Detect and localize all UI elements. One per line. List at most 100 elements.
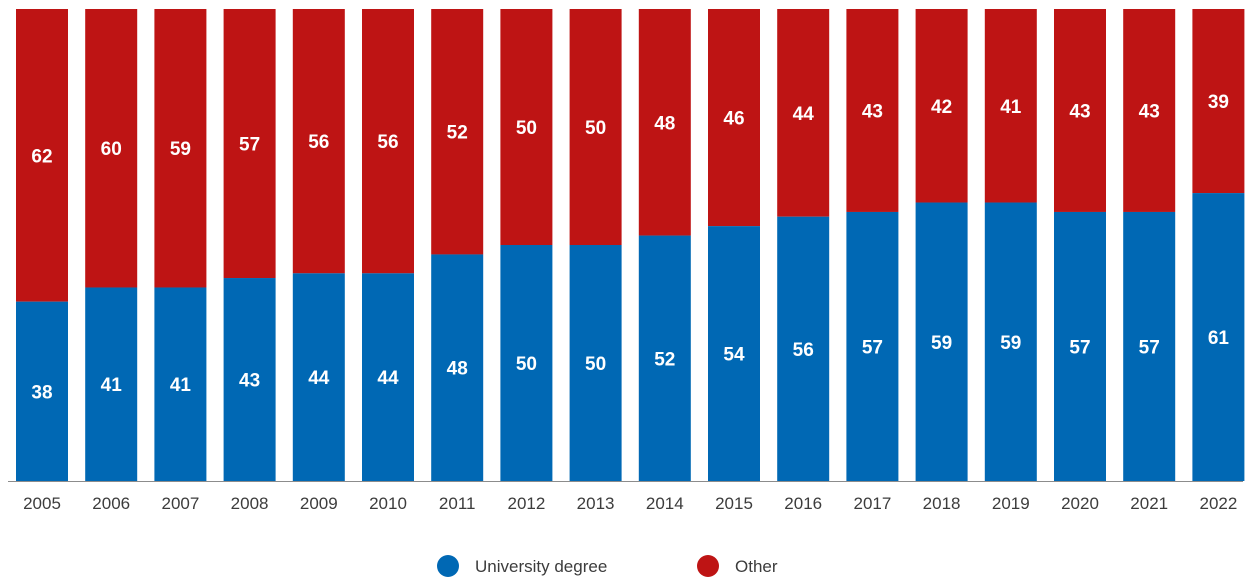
data-label-other-2007: 59 [170, 139, 191, 160]
bar-other-2007 [154, 9, 207, 288]
data-label-university-degree-2007: 41 [170, 375, 192, 396]
bar-university-degree-2011 [431, 254, 484, 481]
x-tick-label-2017: 2017 [853, 494, 891, 513]
data-label-other-2021: 43 [1139, 101, 1160, 122]
x-tick-label-2018: 2018 [923, 494, 961, 513]
x-tick-label-2007: 2007 [161, 494, 199, 513]
legend: University degree Other [437, 555, 778, 577]
bar-university-degree-2010 [362, 273, 414, 481]
data-label-other-2015: 46 [723, 109, 744, 130]
bar-other-2006 [85, 9, 138, 288]
data-label-university-degree-2016: 56 [793, 340, 814, 361]
data-label-university-degree-2015: 54 [723, 345, 745, 366]
x-tick-label-2022: 2022 [1199, 494, 1237, 513]
bar-university-degree-2022 [1192, 193, 1245, 481]
x-tick-label-2010: 2010 [369, 494, 407, 513]
bar-university-degree-2007 [154, 287, 207, 481]
data-label-university-degree-2013: 50 [585, 354, 606, 375]
bar-university-degree-2019 [984, 202, 1037, 481]
bar-university-degree-2009 [292, 273, 345, 481]
data-labels-group: 38 62 41 60 41 59 43 57 44 56 44 56 48 52 50 50 50 50 52 48… [31, 92, 1229, 403]
data-label-other-2014: 48 [654, 113, 675, 134]
bars-group [16, 9, 1245, 481]
bar-other-2021 [1123, 9, 1176, 212]
data-label-other-2008: 57 [239, 135, 260, 156]
x-tick-label-2009: 2009 [300, 494, 338, 513]
bar-university-degree-2016 [777, 216, 830, 481]
data-label-other-2010: 56 [377, 132, 398, 153]
x-tick-label-2005: 2005 [23, 494, 61, 513]
bar-university-degree-2013 [569, 245, 622, 481]
data-label-other-2020: 43 [1069, 101, 1090, 122]
bar-other-2022 [1192, 9, 1245, 194]
bar-university-degree-2017 [846, 211, 899, 481]
bar-university-degree-2018 [915, 202, 968, 481]
bar-other-2016 [777, 9, 830, 217]
data-label-other-2018: 42 [931, 97, 952, 118]
bar-other-2018 [915, 9, 968, 203]
bar-other-2005 [16, 9, 68, 302]
x-tick-label-2006: 2006 [92, 494, 130, 513]
bar-university-degree-2014 [638, 235, 691, 481]
data-label-other-2011: 52 [447, 123, 468, 144]
data-label-other-2006: 60 [101, 139, 122, 160]
x-tick-label-2011: 2011 [439, 494, 476, 513]
bar-other-2014 [638, 9, 691, 236]
bar-other-2008 [223, 9, 276, 279]
x-tick-label-2012: 2012 [507, 494, 545, 513]
legend-label-university-degree: University degree [475, 557, 607, 576]
bar-other-2015 [708, 9, 760, 227]
x-tick-label-2020: 2020 [1061, 494, 1099, 513]
x-tick-label-2008: 2008 [231, 494, 269, 513]
data-label-other-2016: 44 [793, 104, 815, 125]
data-label-other-2005: 62 [31, 146, 52, 167]
data-label-university-degree-2011: 48 [447, 359, 468, 380]
data-label-university-degree-2005: 38 [31, 382, 52, 403]
data-label-university-degree-2009: 44 [308, 368, 330, 389]
bar-other-2011 [431, 9, 484, 255]
data-label-university-degree-2012: 50 [516, 354, 537, 375]
bar-other-2019 [984, 9, 1037, 203]
data-label-other-2013: 50 [585, 118, 606, 139]
bar-university-degree-2021 [1123, 211, 1176, 481]
data-label-university-degree-2006: 41 [101, 375, 123, 396]
bar-other-2012 [500, 9, 553, 245]
data-label-other-2019: 41 [1000, 97, 1022, 118]
bar-other-2020 [1054, 9, 1106, 212]
x-tick-label-2019: 2019 [992, 494, 1030, 513]
bar-other-2010 [362, 9, 414, 274]
legend-label-other: Other [735, 557, 778, 576]
x-tick-label-2016: 2016 [784, 494, 822, 513]
bar-university-degree-2006 [85, 287, 138, 481]
bar-other-2009 [292, 9, 345, 274]
data-label-university-degree-2017: 57 [862, 337, 883, 358]
x-tick-label-2014: 2014 [646, 494, 684, 513]
bar-university-degree-2012 [500, 245, 553, 481]
data-label-other-2012: 50 [516, 118, 537, 139]
data-label-other-2017: 43 [862, 101, 883, 122]
x-tick-label-2021: 2021 [1130, 494, 1168, 513]
x-tick-label-2015: 2015 [715, 494, 753, 513]
data-label-university-degree-2020: 57 [1069, 337, 1090, 358]
data-label-university-degree-2008: 43 [239, 371, 260, 392]
legend-marker-other [697, 555, 719, 577]
data-label-other-2022: 39 [1208, 92, 1229, 113]
data-label-university-degree-2014: 52 [654, 349, 675, 370]
bar-university-degree-2015 [708, 226, 760, 481]
x-tick-label-2013: 2013 [577, 494, 615, 513]
legend-marker-university-degree [437, 555, 459, 577]
bar-other-2013 [569, 9, 622, 245]
data-label-other-2009: 56 [308, 132, 329, 153]
data-label-university-degree-2022: 61 [1208, 328, 1230, 349]
data-label-university-degree-2010: 44 [377, 368, 399, 389]
data-label-university-degree-2019: 59 [1000, 333, 1021, 354]
bar-university-degree-2020 [1054, 211, 1106, 481]
bar-other-2017 [846, 9, 899, 212]
data-label-university-degree-2021: 57 [1139, 337, 1160, 358]
x-axis-ticks-group: 2005 2006 2007 2008 2009 2010 2011 2012 2013 2014… [23, 494, 1237, 513]
data-label-university-degree-2018: 59 [931, 333, 952, 354]
bar-university-degree-2005 [16, 301, 68, 481]
bar-university-degree-2008 [223, 278, 276, 481]
